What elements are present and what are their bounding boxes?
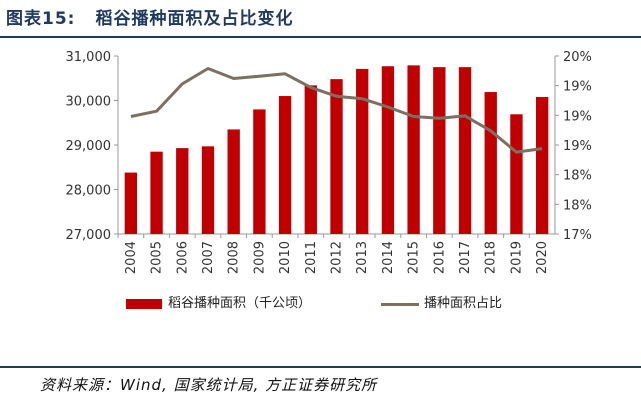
x-tick-label: 2020 xyxy=(535,241,550,274)
x-tick-label: 2004 xyxy=(124,241,139,274)
y-right-tick-label: 19% xyxy=(563,109,592,124)
x-tick-label: 2009 xyxy=(252,241,267,274)
bar xyxy=(176,148,189,234)
bar xyxy=(433,67,446,234)
x-tick-label: 2018 xyxy=(484,241,499,274)
x-tick-label: 2014 xyxy=(381,241,396,274)
y-left-tick-label: 27,000 xyxy=(66,228,112,243)
bar xyxy=(304,85,317,234)
bar xyxy=(484,92,497,234)
bar xyxy=(278,96,292,234)
bar xyxy=(253,109,266,234)
bar xyxy=(150,151,163,234)
x-tick-label: 2010 xyxy=(278,241,293,274)
x-tick-label: 2005 xyxy=(150,241,165,274)
bar xyxy=(356,68,369,234)
x-tick-label: 2006 xyxy=(175,241,190,274)
x-tick-label: 2007 xyxy=(201,241,216,274)
bar xyxy=(510,114,523,234)
share-line xyxy=(130,67,543,154)
bar xyxy=(227,129,240,234)
legend-bar-label: 稻谷播种面积（千公顷） xyxy=(168,296,312,311)
bar xyxy=(124,172,138,234)
x-tick-label: 2008 xyxy=(227,241,242,274)
x-tick-label: 2012 xyxy=(330,241,345,274)
legend-bar-swatch xyxy=(126,299,162,309)
legend-line-swatch xyxy=(381,303,419,306)
figure-label: 图表15: xyxy=(6,9,76,29)
y-right-tick-label: 19% xyxy=(563,139,592,154)
x-tick-label: 2013 xyxy=(355,241,370,274)
y-left-tick-label: 28,000 xyxy=(66,184,112,199)
bar xyxy=(201,146,215,234)
source-note: 资料来源：Wind, 国家统计局, 方正证券研究所 xyxy=(40,376,378,394)
y-left-tick-label: 29,000 xyxy=(66,139,112,154)
y-right-tick-label: 18% xyxy=(563,169,592,184)
y-right-tick-label: 20% xyxy=(563,50,592,65)
figure-title: 图表15: 稻谷播种面积及占比变化 xyxy=(6,4,293,34)
x-tick-label: 2017 xyxy=(458,241,473,274)
x-tick-label: 2019 xyxy=(509,241,524,274)
y-left-tick-label: 30,000 xyxy=(66,95,112,110)
x-tick-label: 2015 xyxy=(407,241,422,274)
title-rule xyxy=(0,36,641,38)
bar xyxy=(458,67,472,234)
source-rule xyxy=(0,366,641,368)
chart-legend: 稻谷播种面积（千公顷） 播种面积占比 xyxy=(0,294,641,314)
bar xyxy=(535,96,549,234)
x-tick-label: 2016 xyxy=(432,241,447,274)
bar xyxy=(407,65,420,234)
bar xyxy=(381,66,395,234)
chart-svg: 27,000 28,000 29,000 30,000 31,000 17% 18% 18% 1… xyxy=(66,50,592,274)
legend-line-label: 播种面积占比 xyxy=(424,296,503,311)
y-left-tick-label: 31,000 xyxy=(66,50,112,65)
y-right-tick-label: 17% xyxy=(563,228,592,243)
y-right-tick-label: 18% xyxy=(563,198,592,213)
figure-title-text: 稻谷播种面积及占比变化 xyxy=(95,9,294,29)
bar xyxy=(330,79,343,234)
y-right-tick-label: 19% xyxy=(563,80,592,95)
x-tick-label: 2011 xyxy=(304,241,319,274)
